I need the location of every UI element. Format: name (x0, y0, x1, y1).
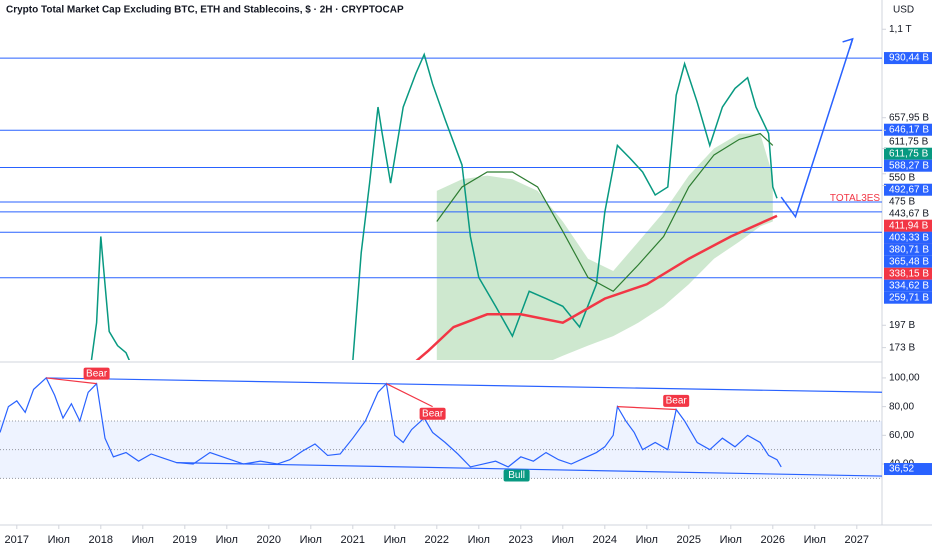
x-tick-label: Июл (300, 534, 322, 546)
price-label-box (884, 231, 932, 244)
y-tick-label: 259,71 B (889, 292, 929, 303)
x-tick-label: Июл (552, 534, 574, 546)
chart-title: Crypto Total Market Cap Excluding BTC, E… (6, 5, 404, 16)
y-tick-label: 657,95 B (889, 112, 929, 123)
y-tick-label: 80,00 (889, 401, 914, 412)
x-tick-label: 2021 (341, 534, 365, 546)
y-tick-label: 411,94 B (889, 220, 929, 231)
x-tick-label: 2027 (845, 534, 869, 546)
series-line (436, 132, 774, 293)
annotation: Bull (508, 470, 525, 481)
y-tick-label: 588,27 B (889, 160, 929, 171)
y-tick-label: 550 B (889, 172, 915, 183)
series-line (0, 376, 782, 468)
trendline (46, 377, 97, 385)
x-tick-label: Июл (720, 534, 742, 546)
x-tick-label: Июл (132, 534, 154, 546)
x-tick-label: Июл (216, 534, 238, 546)
y-tick-label: 173 B (889, 342, 915, 353)
x-tick-label: Июл (636, 534, 658, 546)
price-label-box (884, 291, 932, 304)
y-tick-label: 1,1 T (889, 24, 912, 35)
annotation-box (83, 367, 110, 380)
x-tick-label: 2018 (89, 534, 113, 546)
trendline (386, 383, 433, 408)
y-tick-label: 380,71 B (889, 244, 929, 255)
y-tick-label: 60,00 (889, 430, 914, 441)
price-label-box (884, 147, 932, 160)
band (436, 133, 773, 360)
price-label-box (884, 255, 932, 268)
price-label-box (884, 279, 932, 292)
y-tick-label: 403,33 B (889, 232, 929, 243)
currency: USD (893, 5, 914, 16)
series-tag: TOTAL3ES (830, 193, 881, 204)
trendline (617, 406, 677, 411)
x-tick-label: Июл (468, 534, 490, 546)
x-tick-label: 2022 (425, 534, 449, 546)
price-label-box (884, 243, 932, 256)
x-tick-label: 2025 (677, 534, 701, 546)
trendline (46, 377, 882, 393)
value-label: 36,52 (889, 464, 914, 475)
x-tick-label: Июл (384, 534, 406, 546)
y-tick-label: 611,75 B (889, 136, 929, 147)
series-line (780, 38, 854, 219)
y-tick-label: 611,75 B (889, 148, 929, 159)
y-tick-label: 492,67 B (889, 184, 929, 195)
series-line (415, 214, 778, 360)
annotation-box (419, 407, 446, 420)
annotation: Bear (422, 408, 444, 419)
x-tick-label: 2017 (5, 534, 29, 546)
y-tick-label: 443,67 B (889, 208, 929, 219)
x-tick-label: 2020 (257, 534, 281, 546)
y-tick-label: 646,17 B (889, 124, 929, 135)
x-tick-label: 2019 (173, 534, 197, 546)
y-tick-label: 365,48 B (889, 256, 929, 267)
price-label-box (884, 123, 932, 136)
x-tick-label: 2024 (593, 534, 617, 546)
price-label-box (884, 183, 932, 196)
y-tick-label: 930,44 B (889, 53, 929, 64)
annotation: Bear (666, 396, 688, 407)
price-label-box (884, 219, 932, 232)
y-tick-label: 100,00 (889, 373, 920, 384)
annotation-box (663, 394, 690, 407)
x-tick-label: 2023 (509, 534, 533, 546)
annotation-box (503, 469, 530, 482)
annotation: Bear (86, 368, 108, 379)
y-tick-label: 334,62 B (889, 280, 929, 291)
y-tick-label: 475 B (889, 196, 915, 207)
price-label-box (884, 52, 932, 65)
x-tick-label: Июл (804, 534, 826, 546)
trendline (176, 461, 882, 477)
arrow-head (842, 37, 854, 50)
x-tick-label: 2026 (761, 534, 785, 546)
value-label-box (884, 463, 932, 476)
series-line (90, 52, 778, 360)
price-label-box (884, 159, 932, 172)
price-label-box (884, 267, 932, 280)
y-tick-label: 197 B (889, 320, 915, 331)
y-tick-label: 338,15 B (889, 268, 929, 279)
x-tick-label: Июл (48, 534, 70, 546)
